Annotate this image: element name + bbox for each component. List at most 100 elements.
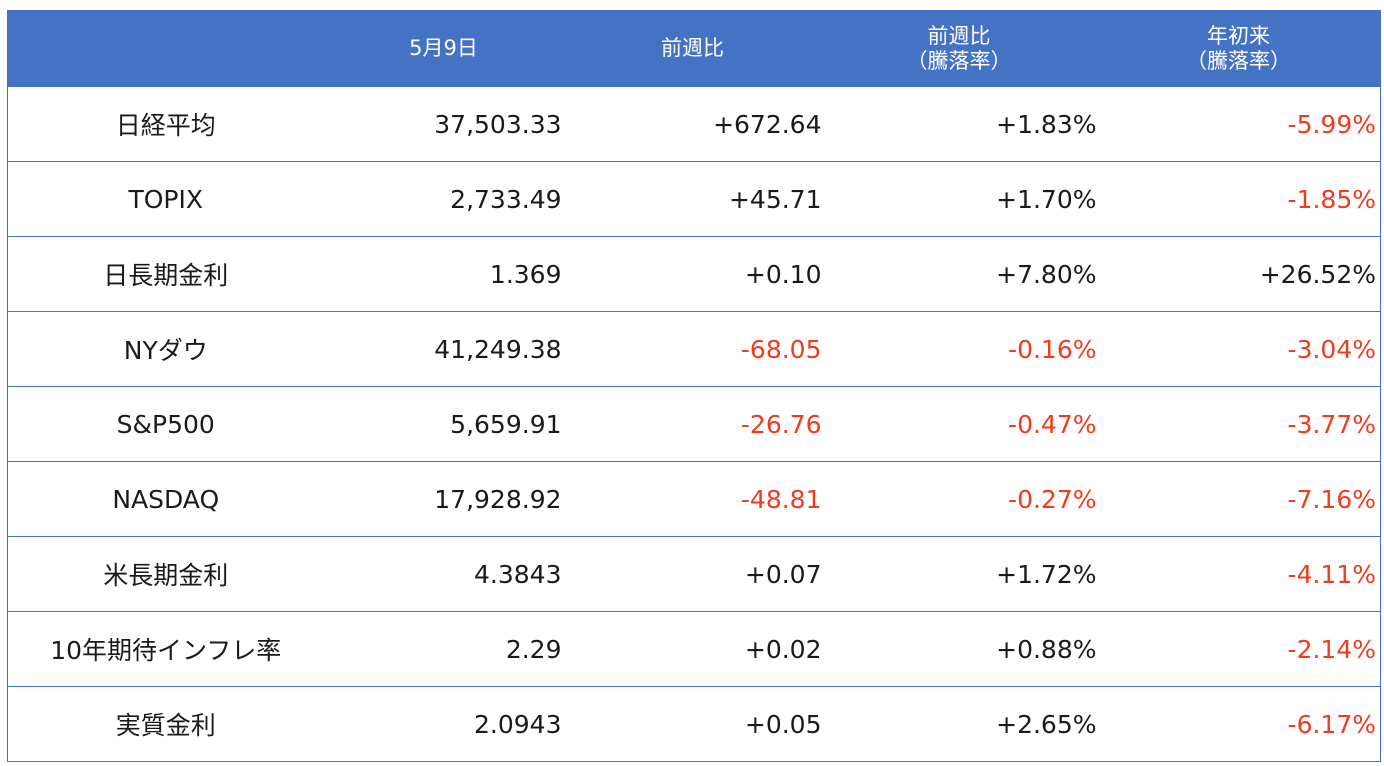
weekly-pct-text: +1.70% bbox=[996, 184, 1097, 214]
header-date: 5月9日 bbox=[323, 10, 564, 87]
row-name-cell: 実質金利 bbox=[7, 686, 324, 762]
row-name-cell: 日長期金利 bbox=[7, 236, 324, 312]
header-weekly-pct-line1: 前週比 bbox=[927, 23, 991, 48]
ytd-pct-cell: +26.52% bbox=[1096, 236, 1381, 312]
table-row: NASDAQ 17,928.92 -48.81 -0.27% -7.16% bbox=[7, 461, 1381, 537]
weekly-pct-cell: +1.83% bbox=[821, 87, 1097, 162]
value-text: 5,659.91 bbox=[450, 409, 562, 439]
value-text: 4.3843 bbox=[474, 559, 562, 589]
market-summary-table: 5月9日 前週比 前週比 （騰落率） 年初来 （騰落率） 日経平均 37,503.… bbox=[7, 10, 1381, 762]
value-text: 2.0943 bbox=[474, 709, 562, 739]
weekly-pct-cell: +7.80% bbox=[821, 236, 1097, 312]
value-cell: 2.29 bbox=[323, 611, 564, 687]
ytd-pct-cell: -2.14% bbox=[1096, 611, 1381, 687]
row-name-cell: S&P500 bbox=[7, 386, 324, 462]
weekly-pct-text: +1.83% bbox=[996, 109, 1097, 139]
weekly-change-text: -48.81 bbox=[740, 484, 822, 514]
row-name-cell: NASDAQ bbox=[7, 461, 324, 537]
weekly-pct-text: +7.80% bbox=[996, 259, 1097, 289]
weekly-change-cell: +0.07 bbox=[563, 536, 822, 612]
ytd-pct-cell: -3.77% bbox=[1096, 386, 1381, 462]
weekly-change-text: -26.76 bbox=[740, 409, 822, 439]
header-ytd-pct: 年初来 （騰落率） bbox=[1096, 10, 1381, 87]
ytd-pct-cell: -4.11% bbox=[1096, 536, 1381, 612]
table-row: 実質金利 2.0943 +0.05 +2.65% -6.17% bbox=[7, 686, 1381, 762]
ytd-pct-cell: -5.99% bbox=[1096, 87, 1381, 162]
ytd-pct-text: -5.99% bbox=[1287, 109, 1376, 139]
weekly-pct-cell: -0.47% bbox=[821, 386, 1097, 462]
value-text: 37,503.33 bbox=[434, 109, 562, 139]
weekly-pct-cell: +2.65% bbox=[821, 686, 1097, 762]
value-cell: 37,503.33 bbox=[323, 87, 564, 162]
table-row: TOPIX 2,733.49 +45.71 +1.70% -1.85% bbox=[7, 161, 1381, 237]
value-cell: 2,733.49 bbox=[323, 161, 564, 237]
table-row: S&P500 5,659.91 -26.76 -0.47% -3.77% bbox=[7, 386, 1381, 462]
weekly-change-cell: +0.05 bbox=[563, 686, 822, 762]
value-cell: 2.0943 bbox=[323, 686, 564, 762]
weekly-change-text: +0.07 bbox=[744, 559, 822, 589]
weekly-pct-cell: -0.16% bbox=[821, 311, 1097, 387]
weekly-change-cell: +45.71 bbox=[563, 161, 822, 237]
table-row: 10年期待インフレ率 2.29 +0.02 +0.88% -2.14% bbox=[7, 611, 1381, 687]
weekly-change-text: +0.10 bbox=[744, 259, 822, 289]
row-name-cell: 10年期待インフレ率 bbox=[7, 611, 324, 687]
header-ytd-pct-line1: 年初来 bbox=[1207, 23, 1270, 48]
weekly-change-cell: -26.76 bbox=[563, 386, 822, 462]
ytd-pct-text: -4.11% bbox=[1287, 559, 1376, 589]
weekly-change-cell: +672.64 bbox=[563, 87, 822, 162]
weekly-pct-text: +0.88% bbox=[996, 634, 1097, 664]
header-weekly-pct-line2: （騰落率） bbox=[906, 48, 1012, 73]
header-weekly-pct: 前週比 （騰落率） bbox=[821, 10, 1097, 87]
header-blank bbox=[7, 10, 324, 87]
value-text: 41,249.38 bbox=[434, 334, 562, 364]
value-cell: 5,659.91 bbox=[323, 386, 564, 462]
row-name-cell: TOPIX bbox=[7, 161, 324, 237]
table-body: 日経平均 37,503.33 +672.64 +1.83% -5.99% TOPIX 2,7… bbox=[7, 87, 1381, 762]
ytd-pct-text: -3.04% bbox=[1287, 334, 1376, 364]
table-row: NYダウ 41,249.38 -68.05 -0.16% -3.04% bbox=[7, 311, 1381, 387]
ytd-pct-cell: -1.85% bbox=[1096, 161, 1381, 237]
value-text: 1.369 bbox=[489, 259, 562, 289]
weekly-change-text: +0.02 bbox=[744, 634, 822, 664]
ytd-pct-text: -3.77% bbox=[1287, 409, 1376, 439]
value-cell: 41,249.38 bbox=[323, 311, 564, 387]
header-ytd-pct-line2: （騰落率） bbox=[1186, 48, 1291, 73]
weekly-pct-cell: +0.88% bbox=[821, 611, 1097, 687]
ytd-pct-text: +26.52% bbox=[1259, 259, 1376, 289]
value-text: 2.29 bbox=[505, 634, 562, 664]
row-name-cell: 日経平均 bbox=[7, 87, 324, 162]
weekly-pct-cell: +1.70% bbox=[821, 161, 1097, 237]
weekly-pct-text: -0.47% bbox=[1008, 409, 1097, 439]
weekly-change-cell: -48.81 bbox=[563, 461, 822, 537]
table-row: 米長期金利 4.3843 +0.07 +1.72% -4.11% bbox=[7, 536, 1381, 612]
table-row: 日長期金利 1.369 +0.10 +7.80% +26.52% bbox=[7, 236, 1381, 312]
weekly-pct-text: -0.27% bbox=[1008, 484, 1097, 514]
ytd-pct-text: -7.16% bbox=[1287, 484, 1376, 514]
header-weekly-change: 前週比 bbox=[563, 10, 822, 87]
ytd-pct-text: -6.17% bbox=[1287, 709, 1376, 739]
ytd-pct-text: -1.85% bbox=[1287, 184, 1376, 214]
weekly-change-text: +672.64 bbox=[713, 109, 822, 139]
weekly-change-cell: +0.10 bbox=[563, 236, 822, 312]
row-name-cell: NYダウ bbox=[7, 311, 324, 387]
weekly-change-cell: +0.02 bbox=[563, 611, 822, 687]
value-cell: 4.3843 bbox=[323, 536, 564, 612]
value-text: 17,928.92 bbox=[434, 484, 562, 514]
header-row: 5月9日 前週比 前週比 （騰落率） 年初来 （騰落率） bbox=[7, 10, 1381, 87]
header-date-label: 5月9日 bbox=[409, 36, 478, 60]
ytd-pct-cell: -7.16% bbox=[1096, 461, 1381, 537]
value-cell: 17,928.92 bbox=[323, 461, 564, 537]
weekly-pct-cell: +1.72% bbox=[821, 536, 1097, 612]
weekly-pct-cell: -0.27% bbox=[821, 461, 1097, 537]
header-weekly-change-label: 前週比 bbox=[661, 36, 724, 60]
table-row: 日経平均 37,503.33 +672.64 +1.83% -5.99% bbox=[7, 87, 1381, 162]
weekly-change-text: +0.05 bbox=[744, 709, 822, 739]
weekly-change-text: -68.05 bbox=[740, 334, 822, 364]
weekly-change-cell: -68.05 bbox=[563, 311, 822, 387]
value-text: 2,733.49 bbox=[450, 184, 562, 214]
row-name-cell: 米長期金利 bbox=[7, 536, 324, 612]
weekly-pct-text: +2.65% bbox=[996, 709, 1097, 739]
ytd-pct-cell: -3.04% bbox=[1096, 311, 1381, 387]
weekly-change-text: +45.71 bbox=[728, 184, 822, 214]
ytd-pct-text: -2.14% bbox=[1287, 634, 1376, 664]
